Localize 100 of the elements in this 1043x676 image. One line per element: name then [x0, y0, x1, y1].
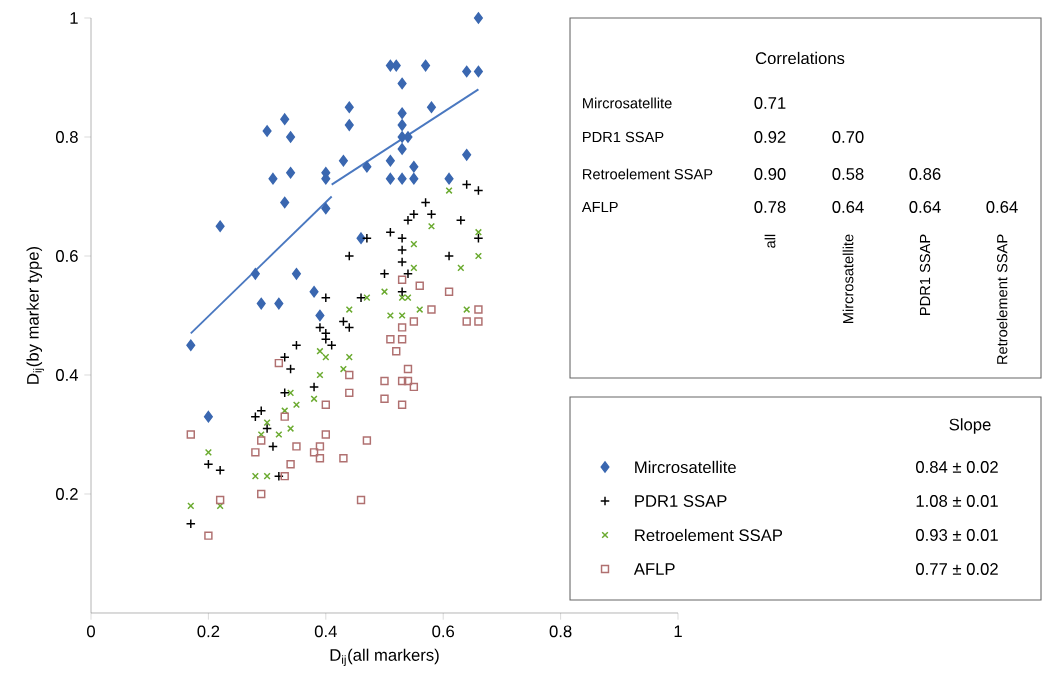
- point: [426, 101, 437, 114]
- text: 1.08 ± 0.01: [916, 495, 998, 507]
- point: [268, 172, 278, 185]
- point: [380, 376, 389, 386]
- point: [409, 172, 419, 185]
- point: [385, 172, 395, 185]
- text: PDR1 SSAP: [919, 234, 931, 315]
- point: [397, 119, 407, 131]
- point: [397, 233, 408, 244]
- point: [474, 317, 483, 326]
- point: [274, 297, 284, 310]
- point: [397, 323, 407, 332]
- legend-label: Mircrosatellite: [635, 460, 736, 474]
- point: [409, 317, 419, 326]
- point: [402, 215, 413, 226]
- x-tick-label: 0.2: [197, 625, 220, 638]
- point: [321, 202, 331, 215]
- point: [257, 489, 266, 499]
- point: [286, 460, 295, 469]
- y-tick-label: 1: [70, 12, 78, 24]
- point: [292, 442, 301, 451]
- point: [279, 387, 290, 398]
- point: [380, 394, 389, 404]
- point: [251, 448, 260, 457]
- point: [215, 220, 225, 233]
- point: [397, 245, 408, 256]
- point: [385, 227, 396, 238]
- point: [345, 353, 353, 361]
- point: [356, 232, 366, 244]
- point: [397, 77, 407, 90]
- point: [397, 256, 408, 267]
- point: [392, 346, 401, 356]
- point: [262, 125, 272, 137]
- point: [275, 430, 283, 439]
- point: [362, 436, 372, 445]
- text: Retroelement SSAP: [996, 234, 1008, 364]
- point: [397, 335, 407, 344]
- point: [287, 389, 295, 397]
- point: [344, 250, 355, 262]
- text: 0.71: [754, 97, 786, 109]
- text: 0.70: [832, 131, 864, 143]
- text: 0.86: [909, 168, 941, 180]
- point: [267, 441, 278, 452]
- point: [427, 305, 436, 314]
- point: [315, 454, 325, 463]
- point: [273, 471, 284, 482]
- point: [215, 465, 226, 476]
- point: [397, 172, 407, 185]
- point: [379, 268, 390, 279]
- x-tick-label: 1: [674, 625, 682, 637]
- text: 0.58: [832, 168, 864, 180]
- point: [256, 297, 266, 310]
- point: [280, 196, 290, 209]
- text: Slope: [949, 418, 991, 434]
- point: [257, 436, 266, 445]
- point: [291, 268, 301, 280]
- x-tick-label: 0.6: [432, 625, 455, 638]
- annotation: Mircrosatellite: [583, 97, 672, 109]
- point: [262, 423, 273, 434]
- point: [397, 143, 407, 155]
- legend-label: PDR1 SSAP: [635, 495, 727, 507]
- point: [444, 287, 454, 296]
- annotation: Retroelement SSAP: [583, 168, 713, 180]
- point: [444, 172, 454, 185]
- point: [338, 154, 348, 167]
- point: [215, 495, 225, 505]
- point: [455, 215, 466, 226]
- point: [473, 12, 483, 24]
- y-tick-label: 0.8: [55, 131, 78, 143]
- point: [321, 400, 331, 409]
- point: [397, 400, 407, 409]
- point: [473, 65, 483, 78]
- point: [309, 448, 319, 457]
- point: [309, 381, 320, 392]
- point: [362, 160, 372, 173]
- point: [397, 275, 407, 284]
- point: [444, 250, 455, 262]
- point: [385, 154, 395, 167]
- point: [473, 233, 484, 244]
- text: 0.78: [754, 201, 786, 213]
- point: [274, 358, 284, 368]
- text: 0.84 ± 0.02: [916, 461, 998, 473]
- text: Mircrosatellite: [842, 234, 854, 324]
- point: [361, 233, 372, 244]
- text: Correlations: [755, 51, 845, 65]
- point: [445, 186, 453, 195]
- point: [251, 472, 259, 480]
- point: [385, 59, 395, 72]
- legend-label: AFLP: [633, 563, 675, 575]
- y-tick-label: 0.2: [55, 488, 78, 500]
- point: [397, 286, 408, 297]
- point: [256, 405, 267, 416]
- x-axis-title: D$_{ij}$(all markers): [330, 648, 439, 667]
- point: [397, 107, 407, 119]
- point: [403, 364, 413, 374]
- point: [339, 454, 348, 463]
- text: 0.64: [909, 201, 941, 213]
- point: [398, 311, 406, 320]
- point: [474, 305, 483, 314]
- point: [186, 430, 195, 439]
